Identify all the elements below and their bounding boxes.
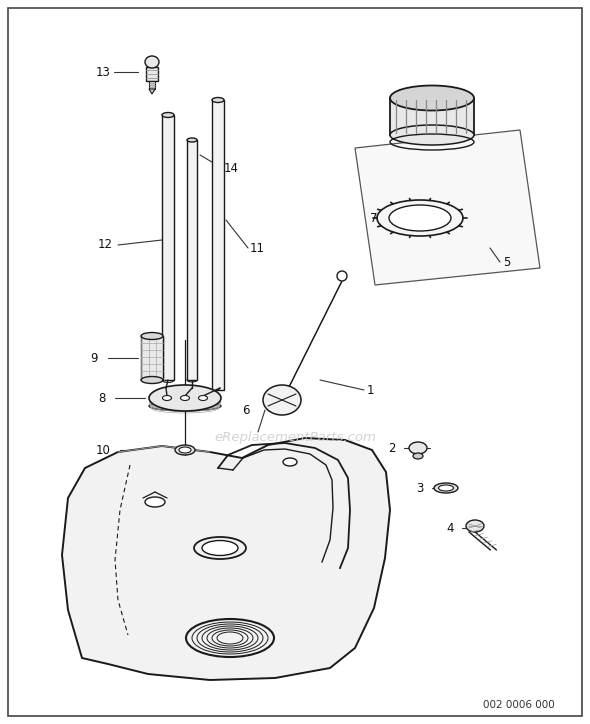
- Bar: [146, 67, 158, 81]
- Ellipse shape: [409, 442, 427, 454]
- Text: 13: 13: [96, 65, 111, 78]
- Ellipse shape: [186, 619, 274, 657]
- Ellipse shape: [187, 138, 197, 142]
- Ellipse shape: [389, 205, 451, 231]
- Bar: [141, 336, 163, 380]
- Ellipse shape: [162, 377, 174, 382]
- Ellipse shape: [413, 453, 423, 459]
- Ellipse shape: [198, 395, 208, 400]
- Circle shape: [337, 271, 347, 281]
- Ellipse shape: [263, 385, 301, 415]
- Ellipse shape: [145, 56, 159, 68]
- Ellipse shape: [145, 497, 165, 507]
- Text: 3: 3: [416, 481, 424, 494]
- Ellipse shape: [141, 332, 163, 340]
- Text: 14: 14: [224, 161, 239, 174]
- Ellipse shape: [202, 541, 238, 555]
- Ellipse shape: [377, 200, 463, 236]
- Polygon shape: [149, 89, 155, 94]
- Text: 2: 2: [388, 442, 395, 455]
- Text: 1: 1: [367, 384, 375, 397]
- Ellipse shape: [390, 125, 474, 145]
- Ellipse shape: [194, 537, 246, 559]
- Ellipse shape: [434, 483, 458, 493]
- Ellipse shape: [438, 485, 454, 491]
- Polygon shape: [62, 438, 390, 680]
- Ellipse shape: [466, 520, 484, 532]
- Ellipse shape: [283, 458, 297, 466]
- Bar: [212, 100, 224, 390]
- Text: 6: 6: [242, 403, 250, 416]
- Text: 8: 8: [98, 392, 106, 405]
- Ellipse shape: [162, 395, 172, 400]
- Ellipse shape: [179, 447, 191, 453]
- Bar: [187, 140, 197, 380]
- Text: 7: 7: [370, 211, 378, 224]
- Bar: [149, 81, 155, 89]
- Polygon shape: [355, 130, 540, 285]
- Ellipse shape: [175, 445, 195, 455]
- Polygon shape: [390, 98, 474, 135]
- Ellipse shape: [212, 98, 224, 103]
- Ellipse shape: [390, 85, 474, 111]
- Ellipse shape: [149, 385, 221, 411]
- Bar: [162, 115, 174, 380]
- Text: 9: 9: [90, 351, 97, 364]
- Text: 12: 12: [98, 238, 113, 251]
- Text: 11: 11: [250, 242, 265, 255]
- Text: 10: 10: [96, 444, 111, 457]
- Ellipse shape: [187, 378, 197, 382]
- Text: 002 0006 000: 002 0006 000: [483, 700, 555, 710]
- Ellipse shape: [149, 401, 221, 411]
- Text: 5: 5: [503, 256, 510, 269]
- Text: eReplacementParts.com: eReplacementParts.com: [214, 432, 376, 445]
- Ellipse shape: [181, 395, 189, 400]
- Ellipse shape: [141, 376, 163, 384]
- Ellipse shape: [162, 112, 174, 117]
- Text: 4: 4: [446, 521, 454, 534]
